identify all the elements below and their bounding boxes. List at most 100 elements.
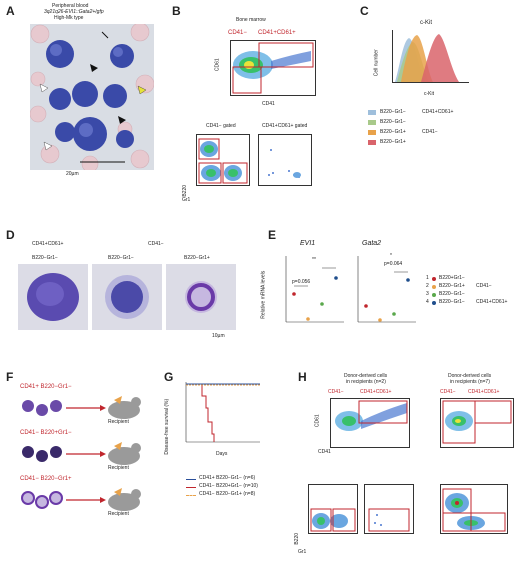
legend-dot <box>432 293 436 297</box>
panel-label-e: E <box>268 228 277 242</box>
panel-label-g: G <box>164 370 174 384</box>
panel-d-header-2: CD41− <box>148 241 164 247</box>
legend-label: B220−Gr1− <box>380 119 406 125</box>
panel-h-ylabel-2: B220 <box>294 532 301 545</box>
panel-h-header-1b: in recipients (n=2) <box>346 379 386 385</box>
panel-e-title-1: EVI1 <box>300 240 316 247</box>
transplant-row-label: CD41− B220−Gr1+ <box>20 476 72 482</box>
panel-b-ylabel2: B220 <box>182 184 189 197</box>
legend-label: B220−Gr1− <box>439 291 465 297</box>
panel-h-ylabel-1: CD61 <box>314 414 321 428</box>
panel-label-b: B <box>172 4 181 18</box>
legend-swatch <box>368 110 376 115</box>
legend-label: B220−Gr1+ <box>439 283 465 289</box>
panel-e-ylabel: Relative mRNA levels <box>260 270 267 319</box>
panel-e-plot-evi1 <box>285 256 344 323</box>
panel-label-d: D <box>6 228 15 242</box>
legend-dot <box>432 301 436 305</box>
panel-e-plot-gata2 <box>357 256 416 323</box>
transplant-row-1: CD41+ B220−Gr1− Recipient <box>14 384 164 428</box>
panel-b-xlabel: CD41 <box>262 101 275 107</box>
recipient-label: Recipient <box>108 419 129 425</box>
flow-plot-h-right <box>440 398 514 448</box>
panel-a-title-1: Peripheral blood <box>52 3 89 9</box>
panel-b-xlabel2: Gr1 <box>182 197 191 203</box>
legend-label: B220−Gr1+ <box>380 129 406 135</box>
panel-h-header-1: Donor-derived cells <box>344 373 388 379</box>
panel-b-sub1: CD41− gated <box>206 123 236 129</box>
legend-swatch <box>368 120 376 125</box>
legend-num: 1 <box>426 275 429 281</box>
legend-num: 3 <box>426 291 429 297</box>
panel-b-gate-neg: CD41− <box>228 30 247 36</box>
panel-a-title-2: 3q21q26-EVI1::Gata2+/gfp <box>44 9 104 15</box>
panel-d-sub-3: B220−Gr1+ <box>184 255 210 261</box>
panel-h-header-2b: in recipients (n=7) <box>450 379 490 385</box>
panel-b-sub2: CD41+CD61+ gated <box>262 123 308 129</box>
panel-h-gate-pos-2: CD41+CD61+ <box>468 389 500 395</box>
panel-e-pvalue-2: p=0.064 <box>384 261 403 267</box>
flow-plot-cd41pos <box>258 134 312 186</box>
legend-num: 4 <box>426 299 429 305</box>
legend-label: CD41− B220−Gr1+ (n=8) <box>199 491 256 497</box>
flow-plot-h-sub1 <box>308 484 358 534</box>
panel-d-scale: 10µm <box>212 333 225 339</box>
flow-plot-h-sub2 <box>364 484 414 534</box>
panel-b-title: Bone marrow <box>236 17 266 23</box>
cell-image-3 <box>166 264 236 330</box>
panel-g-xlabel: Days <box>216 451 228 457</box>
cell-image-2 <box>92 264 162 330</box>
recipient-label: Recipient <box>108 511 129 517</box>
panel-b-ylabel: CD61 <box>214 58 221 72</box>
transplant-row-2: CD41− B220+Gr1− Recipient <box>14 430 164 474</box>
panel-h-gate-neg-1: CD41− <box>328 389 344 395</box>
panel-e-title-2: Gata2 <box>362 240 382 247</box>
panel-label-c: C <box>360 4 369 18</box>
panel-c-title: c-Kit <box>420 20 432 26</box>
flow-plot-h-left <box>330 398 410 448</box>
panel-h-xlabel-1: CD41 <box>318 449 331 455</box>
legend-label: B220−Gr1− <box>439 299 465 305</box>
histogram-ckit <box>392 30 469 83</box>
panel-g-ylabel: Disease-free survival (%) <box>164 398 171 455</box>
panel-h-gate-pos-1: CD41+CD61+ <box>360 389 392 395</box>
recipient-label: Recipient <box>108 465 129 471</box>
panel-c-xlabel: c-Kit <box>424 91 434 97</box>
panel-g-legend: CD41+ B220−Gr1− (n=6) CD41− B220+Gr1− (n… <box>186 475 296 506</box>
legend-swatch <box>368 140 376 145</box>
legend-group: CD41+CD61+ <box>476 299 508 305</box>
legend-label: CD41− B220+Gr1− (n=10) <box>199 483 258 489</box>
panel-e-pvalue-1: p=0.056 <box>292 279 311 285</box>
panel-h-header-2: Donor-derived cells <box>448 373 492 379</box>
panel-label-h: H <box>298 370 307 384</box>
panel-d-header-1: CD41+CD61+ <box>32 241 64 247</box>
legend-label: B220−Gr1+ <box>380 139 406 145</box>
panel-e-legend: 1 B220+Gr1− 2 B220−Gr1+ CD41− 3 B220−Gr1… <box>426 275 516 326</box>
panel-e-star-2: * <box>390 253 392 259</box>
transplant-row-label: CD41+ B220−Gr1− <box>20 384 72 390</box>
transplant-row-3: CD41− B220−Gr1+ Recipient <box>14 476 164 520</box>
panel-label-a: A <box>6 4 15 18</box>
legend-group: CD41− <box>476 283 492 289</box>
legend-dot <box>432 285 436 289</box>
panel-label-f: F <box>6 370 14 384</box>
legend-line <box>186 487 196 488</box>
panel-d-sub-1: B220−Gr1− <box>32 255 58 261</box>
flow-plot-h-sub3 <box>440 484 508 534</box>
legend-swatch <box>368 130 376 135</box>
panel-a-title-3: High-Mk type <box>54 15 84 21</box>
legend-group: CD41+CD61+ <box>422 109 454 115</box>
legend-group: CD41− <box>422 129 438 135</box>
legend-dot <box>432 277 436 281</box>
legend-line <box>186 495 196 497</box>
panel-c-legend: B220−Gr1− CD41+CD61+ B220−Gr1− B220−Gr1+… <box>368 109 508 170</box>
legend-line <box>186 479 196 480</box>
panel-b-gate-pos: CD41+CD61+ <box>258 30 296 36</box>
flow-plot-bone-marrow <box>230 40 316 96</box>
panel-e-star-1: ** <box>312 257 316 263</box>
survival-plot <box>185 382 260 443</box>
panel-h-xlabel-2: Gr1 <box>298 549 307 555</box>
legend-label: CD41+ B220−Gr1− (n=6) <box>199 475 256 481</box>
blood-smear-image <box>30 24 154 170</box>
legend-num: 2 <box>426 283 429 289</box>
